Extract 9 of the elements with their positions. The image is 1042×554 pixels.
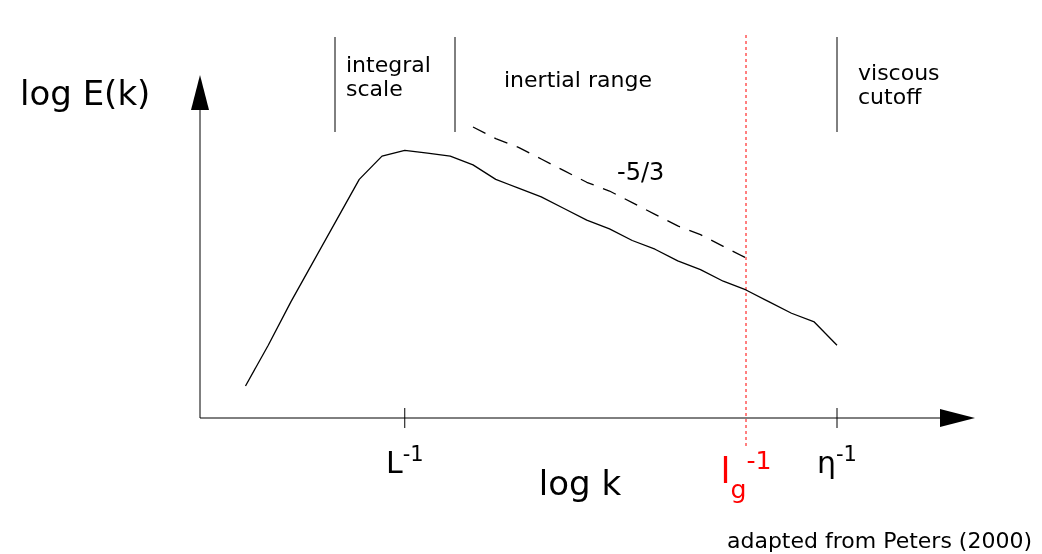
text: adapted from Peters (2000) <box>726 528 1032 553</box>
text: integral scale <box>346 52 431 102</box>
y-axis-title: log E(k) <box>20 73 151 113</box>
x-tick-label: η$^{-1}$ <box>817 442 857 480</box>
x-axis-title: log k <box>538 463 622 503</box>
text: inertial range <box>504 67 652 92</box>
text: viscous cutoff <box>858 60 940 110</box>
annotation: -5/3 <box>617 158 665 186</box>
x-tick-label: L$^{-1}$ <box>385 442 424 480</box>
